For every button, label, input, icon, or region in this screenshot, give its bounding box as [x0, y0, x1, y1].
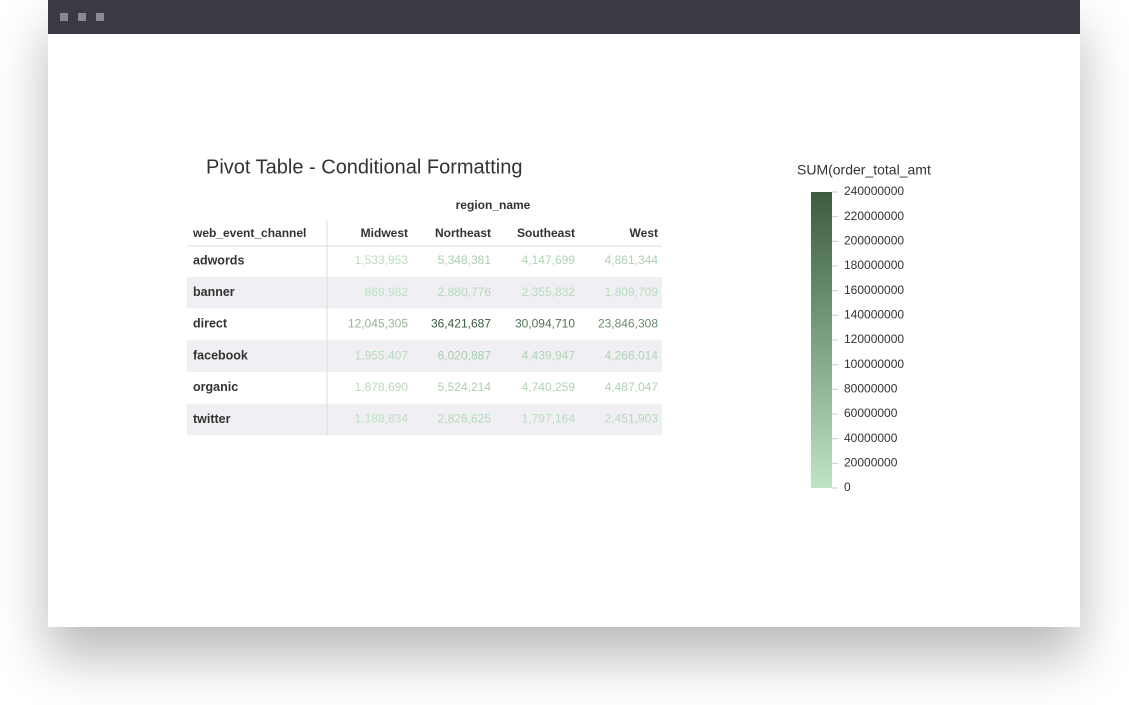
legend-tick-label: 220000000: [844, 209, 904, 223]
legend-tick-label: 100000000: [844, 357, 904, 371]
legend-tick-label: 160000000: [844, 283, 904, 297]
row-label: facebook: [193, 348, 248, 362]
cell: 2,880,776: [438, 285, 492, 299]
row-band: [187, 340, 662, 372]
legend-title: SUM(order_total_amt: [797, 162, 931, 178]
legend-bar: [811, 192, 832, 488]
cell: 4,861,344: [605, 253, 659, 267]
cell: 4,147,699: [522, 253, 576, 267]
cell: 2,826,625: [438, 412, 492, 426]
legend-tick-label: 140000000: [844, 308, 904, 322]
cell: 5,524,214: [438, 380, 492, 394]
window: [48, 0, 1080, 627]
cell: 6,020,887: [438, 348, 492, 362]
legend-tick-label: 240000000: [844, 184, 904, 198]
cell: 12,045,305: [348, 317, 408, 331]
cell: 1,809,709: [605, 285, 659, 299]
cell: 1,797,164: [522, 412, 576, 426]
legend-tick-label: 180000000: [844, 258, 904, 272]
cell: 869,982: [365, 285, 409, 299]
cell: 30,094,710: [515, 317, 575, 331]
row-label: banner: [193, 285, 235, 299]
column-header: Southeast: [517, 226, 575, 240]
legend-tick-label: 120000000: [844, 332, 904, 346]
row-label: direct: [193, 317, 228, 331]
cell: 4,439,947: [522, 348, 576, 362]
row-label: adwords: [193, 253, 244, 267]
legend-tick-label: 200000000: [844, 234, 904, 248]
row-band: [187, 276, 662, 309]
legend-tick-label: 20000000: [844, 456, 898, 470]
cell: 23,846,308: [598, 317, 658, 331]
column-header: Midwest: [361, 226, 408, 240]
cell: 4,266,014: [605, 348, 659, 362]
column-header: West: [630, 226, 658, 240]
cell: 36,421,687: [431, 317, 491, 331]
window-button[interactable]: [60, 13, 68, 21]
cell: 2,355,832: [522, 285, 576, 299]
row-band: [187, 403, 662, 436]
legend-tick-label: 80000000: [844, 382, 898, 396]
cell: 1,188,834: [355, 412, 409, 426]
cell: 1,878,690: [355, 380, 409, 394]
cell: 4,487,047: [605, 380, 659, 394]
row-header: web_event_channel: [192, 226, 306, 240]
row-label: twitter: [193, 412, 231, 426]
window-button[interactable]: [78, 13, 86, 21]
column-header: Northeast: [435, 226, 491, 240]
cell: 1,955,407: [355, 348, 409, 362]
cell: 5,348,381: [438, 253, 492, 267]
cell: 1,533,953: [355, 253, 409, 267]
title: Pivot Table - Conditional Formatting: [206, 156, 522, 178]
cell: 4,740,259: [522, 380, 576, 394]
legend-tick-label: 60000000: [844, 406, 898, 420]
column-group: region_name: [456, 198, 531, 212]
window-button[interactable]: [96, 13, 104, 21]
legend-tick-label: 40000000: [844, 431, 898, 445]
row-label: organic: [193, 380, 238, 394]
cell: 2,451,903: [605, 412, 659, 426]
legend-tick-label: 0: [844, 480, 851, 494]
title-bar: [48, 0, 1080, 34]
